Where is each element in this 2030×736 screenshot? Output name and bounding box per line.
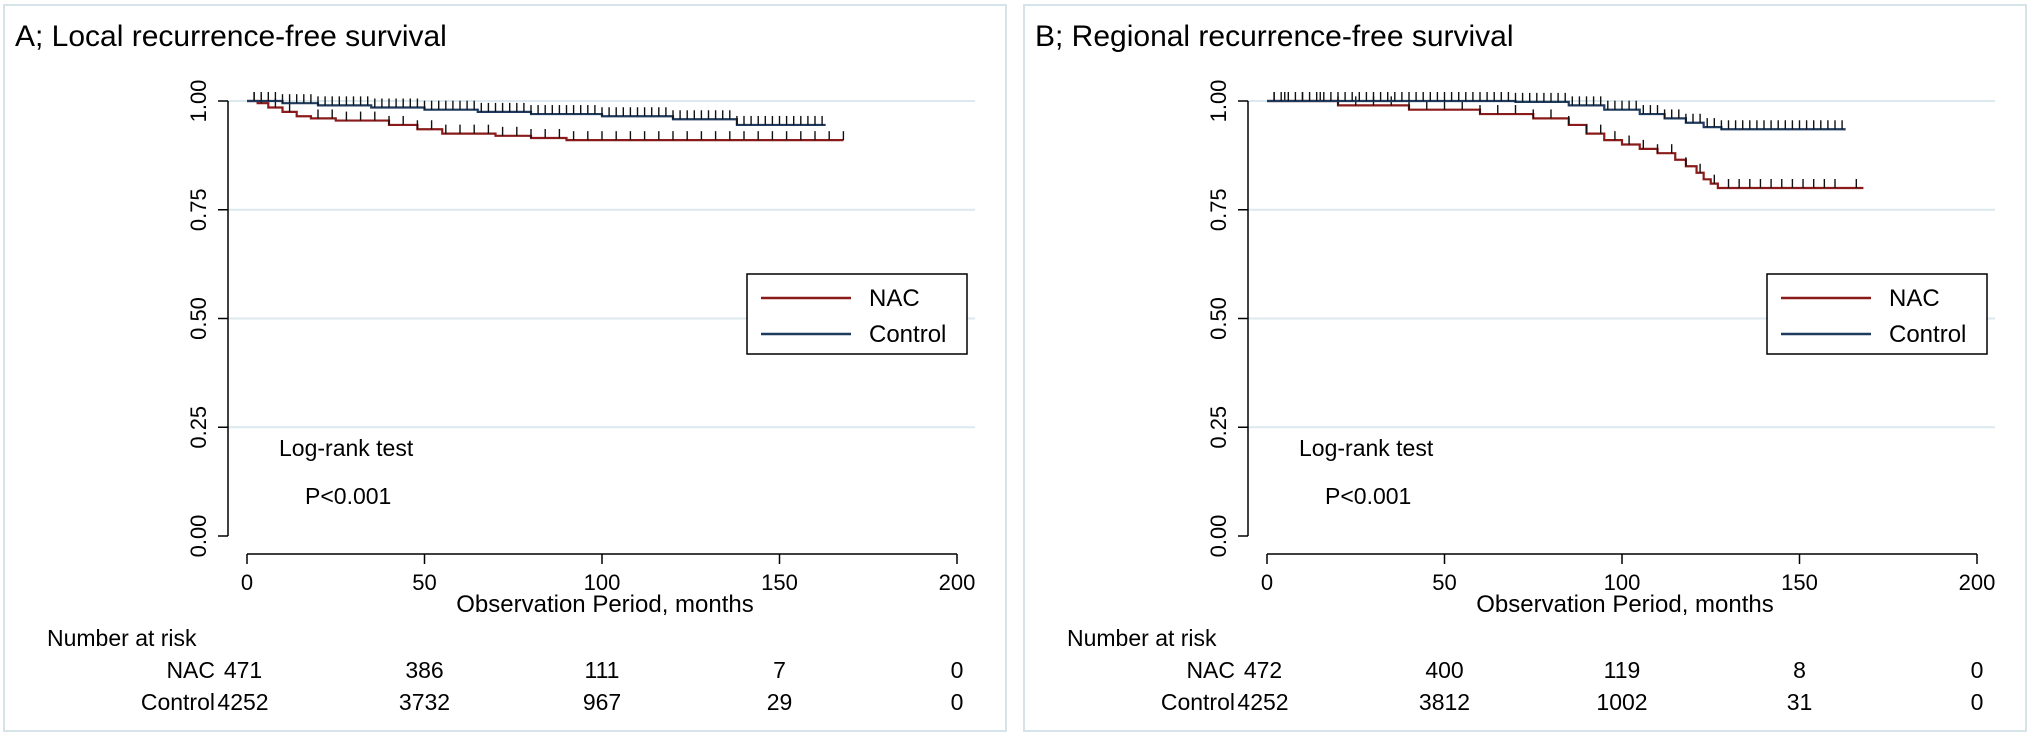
risk-count: 1002 xyxy=(1596,689,1647,715)
risk-count: 8 xyxy=(1793,657,1806,683)
x-tick-label: 0 xyxy=(1261,570,1273,595)
risk-count: 472 xyxy=(1244,657,1282,683)
y-tick-label: 0.75 xyxy=(186,188,211,231)
legend-label-nac: NAC xyxy=(1889,285,1940,312)
km-chart-b: B; Regional recurrence-free survival 0.00… xyxy=(1035,20,1996,715)
x-tick-label: 100 xyxy=(584,570,621,595)
y-tick-label: 0.75 xyxy=(1206,188,1231,231)
km-curve-nac xyxy=(1267,99,1864,190)
x-tick-label: 50 xyxy=(1432,570,1456,595)
risk-row-label-control: Control xyxy=(141,689,215,715)
risk-count: 967 xyxy=(583,689,621,715)
y-tick-label: 0.25 xyxy=(1206,406,1231,449)
risk-table-header: Number at risk xyxy=(47,625,197,651)
risk-count: 0 xyxy=(951,657,964,683)
risk-count: 4252 xyxy=(1237,689,1288,715)
legend-box xyxy=(1766,273,1988,355)
x-tick-label: 0 xyxy=(241,570,253,595)
risk-count: 471 xyxy=(224,657,262,683)
risk-count: 0 xyxy=(1971,689,1984,715)
risk-count: 111 xyxy=(585,657,620,683)
logrank-label: Log-rank test xyxy=(279,435,414,461)
risk-count: 0 xyxy=(951,689,964,715)
legend-label-control: Control xyxy=(1889,321,1966,348)
panel-a-local-recurrence: A; Local recurrence-free survival 0.00 0.2… xyxy=(3,4,1007,732)
risk-count: 0 xyxy=(1971,657,1984,683)
legend-box xyxy=(746,273,968,355)
km-chart-a: A; Local recurrence-free survival 0.00 0.2… xyxy=(15,20,976,715)
x-axis-label: Observation Period, months xyxy=(456,591,753,618)
risk-row-label-control: Control xyxy=(1161,689,1235,715)
risk-count: 119 xyxy=(1604,657,1641,683)
risk-count: 4252 xyxy=(217,689,268,715)
p-value-label: P<0.001 xyxy=(305,483,391,509)
x-tick-label: 150 xyxy=(761,570,798,595)
km-curve-nac xyxy=(247,99,844,142)
risk-count: 31 xyxy=(1787,689,1813,715)
legend-label-nac: NAC xyxy=(869,285,920,312)
y-tick-label: 1.00 xyxy=(186,80,211,123)
logrank-label: Log-rank test xyxy=(1299,435,1434,461)
y-tick-label: 0.50 xyxy=(186,297,211,340)
risk-row-label-nac: NAC xyxy=(1186,657,1235,683)
x-tick-label: 200 xyxy=(939,570,976,595)
x-tick-label: 100 xyxy=(1604,570,1641,595)
risk-count: 400 xyxy=(1425,657,1463,683)
risk-row-label-nac: NAC xyxy=(166,657,215,683)
p-value-label: P<0.001 xyxy=(1325,483,1411,509)
y-tick-label: 1.00 xyxy=(1206,80,1231,123)
risk-count: 386 xyxy=(405,657,443,683)
panel-b-regional-recurrence: B; Regional recurrence-free survival 0.00… xyxy=(1023,4,2027,732)
x-tick-label: 150 xyxy=(1781,570,1818,595)
y-tick-label: 0.00 xyxy=(1206,515,1231,558)
x-axis-label: Observation Period, months xyxy=(1476,591,1773,618)
risk-table-header: Number at risk xyxy=(1067,625,1217,651)
risk-count: 3812 xyxy=(1419,689,1470,715)
y-tick-label: 0.25 xyxy=(186,406,211,449)
y-tick-label: 0.50 xyxy=(1206,297,1231,340)
y-tick-label: 0.00 xyxy=(186,515,211,558)
x-tick-label: 50 xyxy=(412,570,436,595)
x-tick-label: 200 xyxy=(1959,570,1996,595)
km-curve-control xyxy=(247,99,826,127)
risk-count: 3732 xyxy=(399,689,450,715)
chart-title: A; Local recurrence-free survival xyxy=(15,20,447,53)
risk-count: 7 xyxy=(773,657,786,683)
legend-label-control: Control xyxy=(869,321,946,348)
chart-title: B; Regional recurrence-free survival xyxy=(1035,20,1514,53)
risk-count: 29 xyxy=(767,689,793,715)
